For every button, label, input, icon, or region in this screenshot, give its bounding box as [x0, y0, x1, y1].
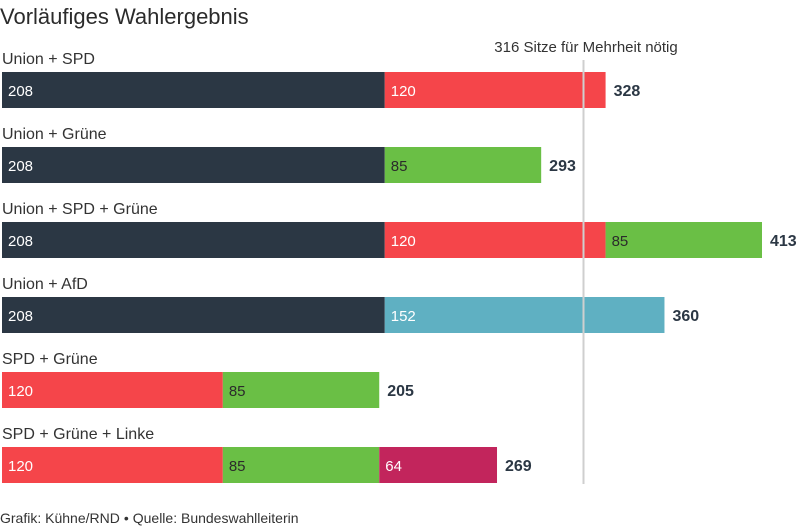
bar-spd-gruene-linke-gruene [222, 447, 380, 483]
bar-union-spd-gruene-union [2, 222, 385, 258]
bar-total-spd-gruene: 205 [387, 383, 414, 400]
bar-value-spd-gruene-linke-linke: 64 [385, 458, 402, 475]
bar-spd-gruene-spd [2, 372, 223, 408]
bar-value-union-spd-union: 208 [8, 83, 33, 100]
bar-value-union-afd-union: 208 [8, 308, 33, 325]
bar-union-spd-spd [384, 72, 606, 108]
bar-total-union-spd: 328 [614, 83, 641, 100]
chart-title: Vorläufiges Wahlergebnis [0, 4, 249, 29]
bar-union-spd-gruene-spd [384, 222, 606, 258]
bar-total-union-afd: 360 [672, 308, 699, 325]
row-label-union-spd: Union + SPD [2, 51, 95, 68]
bar-union-spd-union [2, 72, 385, 108]
bar-total-union-gruene: 293 [549, 158, 576, 175]
bar-spd-gruene-linke-linke [379, 447, 498, 483]
coalition-bar-chart: Union + SPD 208 120 328 Union + Grüne 208 85 29… [2, 39, 797, 484]
bar-value-union-afd-afd: 152 [391, 308, 416, 325]
bar-union-spd-gruene-gruene [605, 222, 762, 258]
row-label-union-afd: Union + AfD [2, 276, 88, 293]
footer-source: Quelle: Bundeswahlleiterin [132, 510, 299, 526]
bar-value-union-spd-spd: 120 [391, 83, 416, 100]
bar-total-spd-gruene-linke: 269 [505, 458, 532, 475]
bar-value-union-gruene-gruene: 85 [391, 158, 408, 175]
bar-value-spd-gruene-linke-spd: 120 [8, 458, 33, 475]
bar-union-gruene-gruene [384, 147, 542, 183]
row-label-union-spd-gruene: Union + SPD + Grüne [2, 201, 158, 218]
bar-spd-gruene-gruene [222, 372, 380, 408]
footer-credit: Grafik: Kühne/RND [0, 510, 120, 526]
bar-value-union-spd-gruene-gruene: 85 [612, 233, 629, 250]
row-label-union-gruene: Union + Grüne [2, 126, 107, 143]
footer: Grafik: Kühne/RND • Quelle: Bundeswahlleit… [0, 510, 299, 526]
bar-value-union-gruene-union: 208 [8, 158, 33, 175]
row-label-spd-gruene: SPD + Grüne [2, 351, 98, 368]
bar-spd-gruene-linke-spd [2, 447, 223, 483]
bar-value-spd-gruene-linke-gruene: 85 [229, 458, 246, 475]
bar-value-spd-gruene-gruene: 85 [229, 383, 246, 400]
bar-value-union-spd-gruene-union: 208 [8, 233, 33, 250]
bar-union-gruene-union [2, 147, 385, 183]
footer-separator: • [123, 510, 129, 526]
bar-total-union-spd-gruene: 413 [770, 233, 797, 250]
bar-value-spd-gruene-spd: 120 [8, 383, 33, 400]
bar-value-union-spd-gruene-spd: 120 [391, 233, 416, 250]
bar-union-afd-afd [384, 297, 665, 333]
majority-line-label: 316 Sitze für Mehrheit nötig [494, 39, 677, 56]
bar-union-afd-union [2, 297, 385, 333]
row-label-spd-gruene-linke: SPD + Grüne + Linke [2, 426, 154, 443]
